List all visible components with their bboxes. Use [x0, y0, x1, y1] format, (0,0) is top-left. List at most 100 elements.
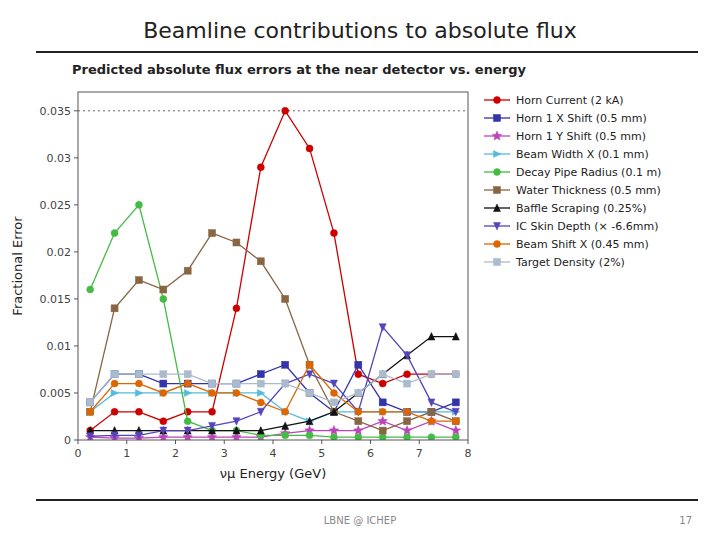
point: [306, 432, 313, 439]
footer-text: LBNE @ ICHEP: [324, 515, 396, 526]
point: [282, 361, 289, 368]
x-tick-label: 7: [416, 447, 423, 460]
legend-marker: [494, 151, 502, 158]
y-tick-label: 0.015: [40, 293, 72, 306]
point: [379, 408, 386, 415]
point: [379, 380, 386, 387]
point: [135, 380, 142, 387]
point: [404, 408, 411, 415]
y-tick: [74, 440, 78, 441]
y-tick: [74, 345, 78, 346]
point: [452, 418, 459, 425]
title-rule: [36, 51, 698, 53]
point: [184, 380, 191, 387]
legend-label: Target Density (2%): [515, 256, 625, 269]
point: [160, 295, 167, 302]
point: [428, 371, 435, 378]
legend-label: Horn Current (2 kA): [516, 94, 624, 107]
series-line: [90, 365, 456, 412]
point: [378, 416, 388, 425]
point: [330, 408, 337, 416]
x-tick-label: 3: [221, 447, 228, 460]
point: [257, 389, 265, 396]
point: [233, 305, 240, 312]
point: [111, 230, 118, 237]
legend-label: Water Thickness (0.5 mm): [516, 184, 661, 197]
point: [87, 399, 94, 406]
point: [282, 295, 289, 302]
y-tick: [74, 392, 78, 393]
point: [379, 399, 386, 406]
point: [306, 361, 313, 368]
y-tick-label: 0.03: [47, 152, 72, 165]
point: [428, 408, 435, 415]
reference-line: [78, 110, 468, 111]
legend-marker: [494, 259, 501, 266]
series-line: [90, 233, 456, 431]
point: [452, 434, 459, 440]
point: [160, 371, 167, 378]
point: [209, 389, 216, 396]
point: [282, 422, 289, 430]
point: [379, 371, 386, 378]
legend-marker: [494, 204, 501, 212]
point: [111, 371, 118, 378]
point: [355, 418, 362, 425]
point: [160, 389, 167, 396]
point: [184, 389, 192, 396]
point: [257, 164, 264, 171]
point: [209, 389, 217, 396]
y-tick-label: 0.01: [47, 340, 72, 353]
point: [160, 380, 167, 387]
legend-label: IC Skin Depth (× -6.6mm): [516, 220, 659, 233]
y-tick-label: 0: [64, 434, 71, 447]
point: [282, 380, 289, 387]
point: [355, 408, 362, 415]
point: [111, 389, 119, 396]
point: [160, 286, 167, 293]
point: [135, 371, 142, 378]
y-tick-label: 0.025: [40, 199, 72, 212]
point: [257, 380, 264, 387]
x-axis-label: νμ Energy (GeV): [220, 466, 326, 481]
point: [452, 408, 460, 415]
point: [452, 418, 459, 425]
plot-data: [78, 107, 468, 440]
legend-marker: [494, 169, 501, 176]
point: [257, 427, 264, 435]
point: [87, 408, 94, 415]
point: [135, 432, 142, 440]
point: [330, 380, 337, 388]
point: [111, 432, 118, 440]
point: [330, 399, 337, 406]
point: [111, 371, 118, 378]
point: [184, 371, 191, 378]
point: [404, 418, 411, 425]
legend: Horn Current (2 kA)Horn 1 X Shift (0.5 m…: [484, 94, 661, 269]
point: [135, 201, 142, 208]
point: [379, 324, 386, 332]
chart: Beamline contributions to absolute fluxP…: [0, 0, 720, 540]
point: [354, 426, 364, 435]
point: [404, 380, 411, 387]
point: [282, 432, 289, 439]
point: [184, 267, 191, 274]
point: [209, 408, 216, 415]
y-tick: [74, 110, 78, 111]
point: [404, 351, 411, 359]
x-tick: [175, 440, 176, 444]
point: [135, 389, 143, 396]
point: [379, 434, 386, 440]
legend-marker: [494, 223, 501, 231]
point: [233, 380, 240, 387]
point: [160, 418, 167, 425]
y-tick: [74, 157, 78, 158]
point: [184, 427, 191, 435]
x-tick-label: 1: [123, 447, 130, 460]
x-tick: [419, 440, 420, 444]
point: [404, 408, 411, 415]
point: [87, 399, 94, 406]
y-tick-label: 0.035: [40, 105, 72, 118]
point: [379, 370, 386, 378]
point: [428, 371, 435, 378]
